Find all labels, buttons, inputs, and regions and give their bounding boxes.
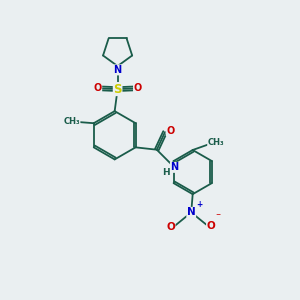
Text: S: S [113,82,122,95]
Text: ⁻: ⁻ [215,212,220,222]
Text: CH₃: CH₃ [63,117,80,126]
Text: O: O [94,83,102,94]
Text: O: O [166,126,174,136]
Text: O: O [166,222,175,232]
Text: O: O [134,83,142,94]
Text: N: N [170,162,178,172]
Text: CH₃: CH₃ [208,137,224,146]
Text: O: O [207,221,215,231]
Text: H: H [162,168,170,177]
Text: N: N [113,65,122,75]
Text: +: + [196,200,202,209]
Text: N: N [187,207,196,218]
